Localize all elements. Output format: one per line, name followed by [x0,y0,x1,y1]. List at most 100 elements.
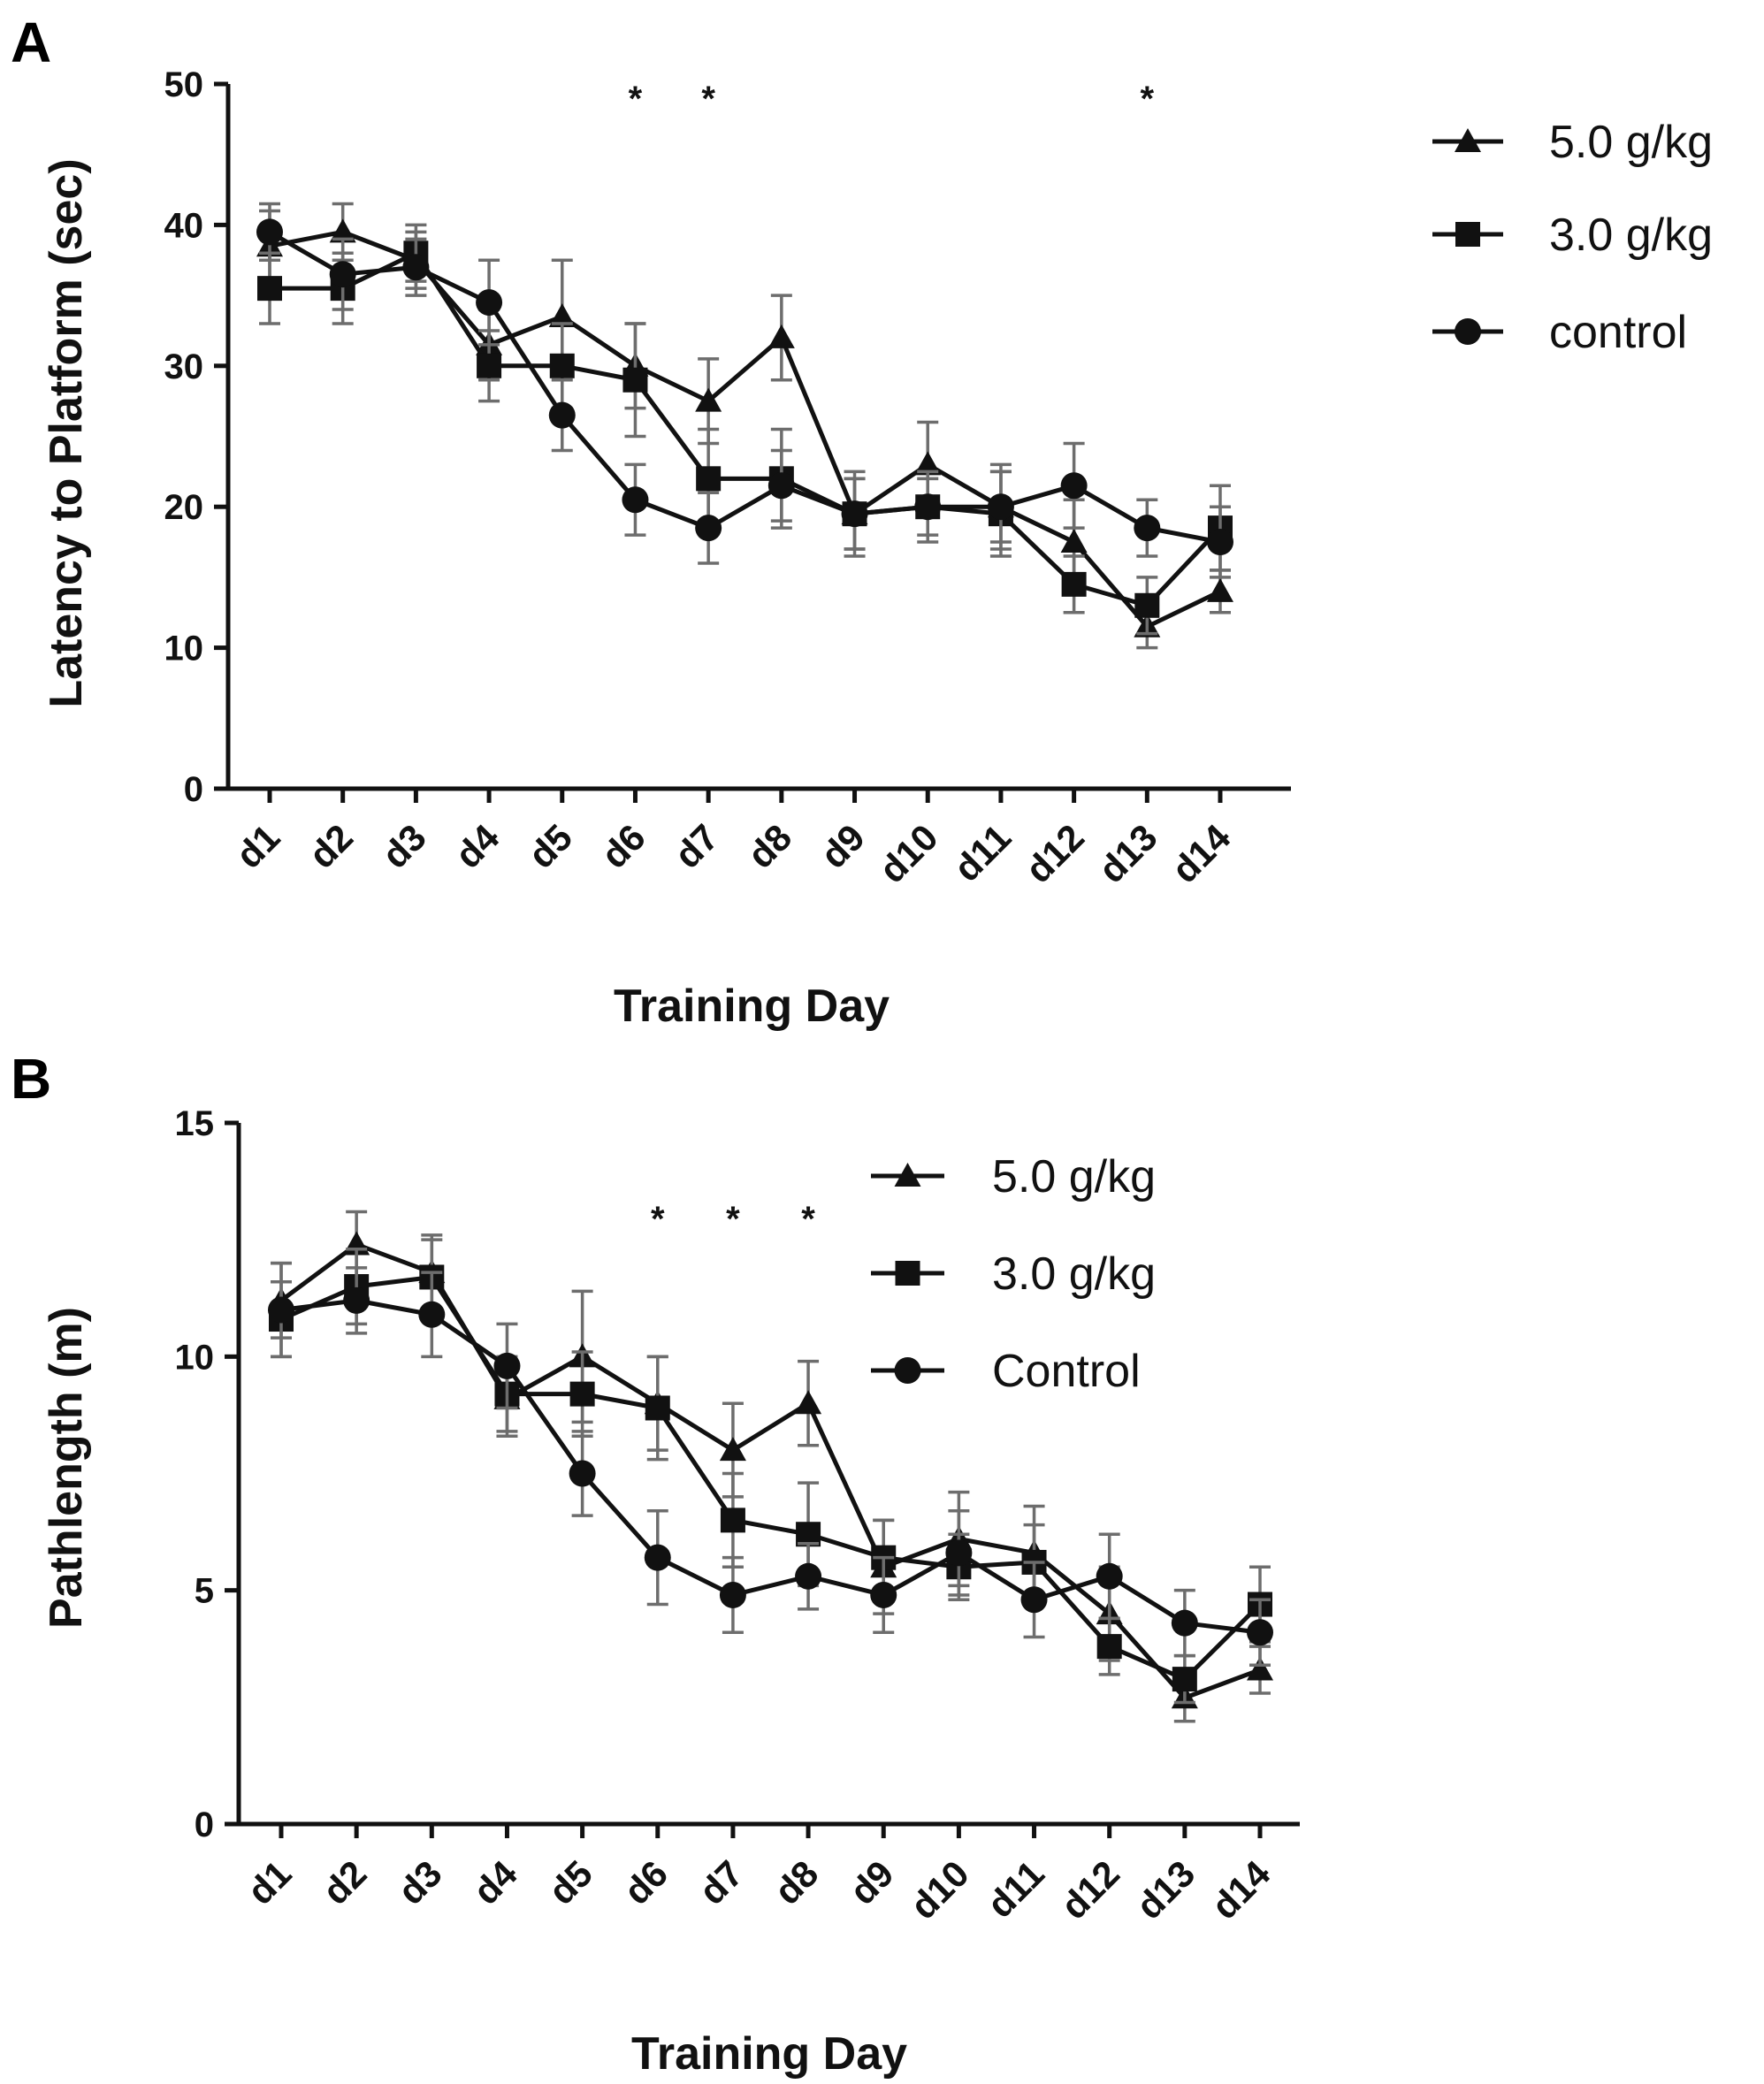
legend-label: 5.0 g/kg [992,1151,1156,1202]
legend-label: 3.0 g/kg [992,1248,1156,1300]
significance-marker: * [801,1200,815,1239]
x-tick-label: d7 [691,1852,751,1912]
data-point [1247,1619,1273,1646]
series-circle [256,202,1233,579]
data-point [644,1544,671,1571]
x-tick-label: d9 [813,816,873,876]
x-tick-label: d10 [902,1852,976,1927]
data-point [795,1562,822,1590]
series-circle [268,1261,1273,1668]
data-point [329,261,356,288]
data-point [795,1390,822,1415]
significance-marker: * [1141,80,1155,118]
legend-marker [1455,222,1480,247]
x-tick-label: d2 [301,816,361,876]
data-point [841,500,868,528]
data-point [767,472,795,500]
x-tick-label: d14 [1164,816,1239,891]
x-tick-label: d6 [593,816,653,876]
data-point [548,303,576,328]
legend-entry: 5.0 g/kg [871,1151,1156,1202]
significance-marker: * [701,80,715,118]
legend-marker [1455,128,1481,152]
panel-b: B 0 5 10 15 d1 d2 d3 d4 d5 d6 d7 d8 d9 d10 d11 d12 d13 d14… [11,1047,1300,2080]
data-point [1061,571,1087,597]
y-tick-label: 40 [164,206,204,245]
x-tick-label: d7 [667,816,727,876]
legend-marker [894,1357,921,1384]
significance-marker: * [651,1200,665,1239]
x-tick-label: d8 [767,1852,827,1912]
data-point [719,1437,746,1462]
data-point [1096,1634,1122,1660]
x-tick-label: d2 [315,1852,375,1912]
x-tick-label: d10 [871,816,945,890]
legend-label: Control [992,1346,1141,1397]
legend-label: 3.0 g/kg [1549,210,1713,261]
data-point [914,451,942,476]
data-point [1172,1667,1197,1692]
data-point [870,1581,897,1608]
legend-marker [894,1163,921,1187]
data-point [569,1460,596,1487]
data-point [257,276,282,302]
x-tick-label: d6 [615,1852,676,1912]
x-tick-label: d9 [842,1852,902,1912]
x-tick-label: d3 [390,1852,450,1912]
data-point [1171,1609,1198,1637]
y-tick-label: 0 [184,770,203,809]
y-tick-label: 10 [175,1338,215,1377]
x-tick-label: d12 [1053,1852,1127,1927]
x-tick-label: d11 [946,816,1019,889]
data-point [476,289,503,317]
legend-marker [1455,318,1481,345]
x-axis-title: Training Day [631,2028,907,2080]
y-tick-label: 15 [175,1104,215,1143]
legend-label: 5.0 g/kg [1549,117,1713,168]
legend-entry: 3.0 g/kg [871,1248,1156,1300]
data-point [645,1395,670,1421]
y-tick-label: 30 [164,347,204,386]
legend-entry: Control [871,1346,1141,1397]
data-point [622,367,648,393]
data-point [493,1352,521,1379]
data-point [418,1301,446,1328]
x-tick-label: d4 [447,816,508,876]
x-tick-label: d4 [465,1852,525,1912]
x-tick-label: d1 [227,816,287,876]
data-point [719,1581,746,1608]
series-line [269,229,1222,630]
y-tick-label: 50 [164,65,204,104]
data-point [1096,1562,1123,1590]
panel-label: A [11,11,51,74]
data-point [402,254,430,281]
data-point [329,218,356,243]
x-tick-label: d5 [540,1852,600,1912]
legend-entry: 3.0 g/kg [1432,210,1713,261]
x-tick-label: d13 [1090,816,1165,890]
data-point [343,1286,370,1314]
data-point [477,353,502,378]
series-square [269,1238,1272,1705]
data-point [695,387,722,412]
data-point [720,1508,745,1533]
y-axis-title: Latency to Platform (sec) [41,158,92,707]
data-point [1247,1656,1273,1681]
x-axis-title: Training Day [614,981,890,1032]
significance-marker: * [629,80,643,118]
legend-entry: 5.0 g/kg [1432,117,1713,168]
y-tick-label: 10 [164,630,204,668]
data-point [1060,529,1088,553]
x-tick-label: d11 [979,1852,1052,1926]
x-tick-label: d12 [1018,816,1092,890]
x-tick-label: d1 [239,1852,299,1912]
y-axis-title: Pathlength (m) [41,1307,92,1629]
x-tick-label: d14 [1203,1852,1279,1928]
series-line [280,1274,1262,1682]
data-point [945,1539,973,1567]
y-tick-label: 20 [164,488,204,527]
legend-label: control [1549,307,1687,358]
data-point [695,515,722,542]
